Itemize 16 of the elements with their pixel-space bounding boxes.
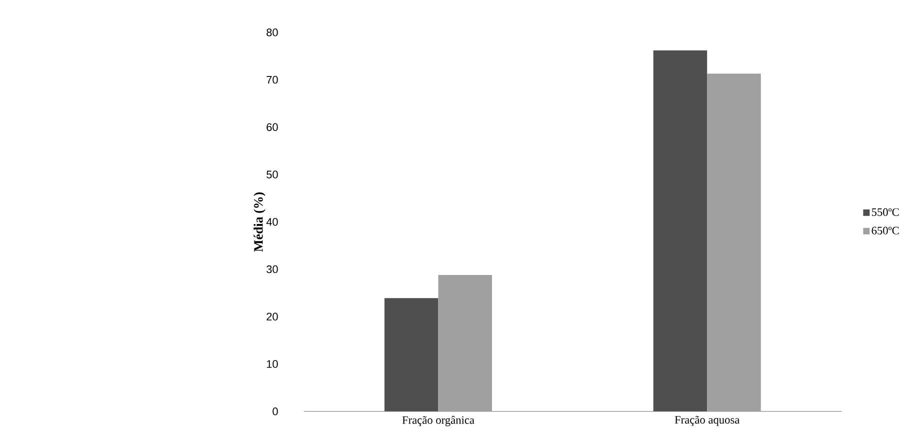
y-tick-label: 20 <box>266 312 278 321</box>
y-tick-label: 80 <box>266 28 278 36</box>
y-tick-label: 0 <box>272 408 278 416</box>
y-tick-label: 50 <box>266 170 278 178</box>
y-tick-label: 40 <box>266 218 278 226</box>
y-tick-label: 30 <box>266 265 278 274</box>
bar <box>384 298 438 412</box>
y-axis-title: Média (%) <box>254 192 266 252</box>
legend-label: 550ºC <box>872 208 899 216</box>
x-tick-label: Fração aquosa <box>674 416 740 426</box>
legend-label: 650ºC <box>872 226 899 235</box>
bar <box>653 50 708 412</box>
x-tick-label: Fração orgânica <box>402 416 474 426</box>
y-tick-label: 60 <box>266 123 278 132</box>
y-tick-label: 70 <box>266 76 278 84</box>
y-tick-label: 10 <box>266 360 278 368</box>
